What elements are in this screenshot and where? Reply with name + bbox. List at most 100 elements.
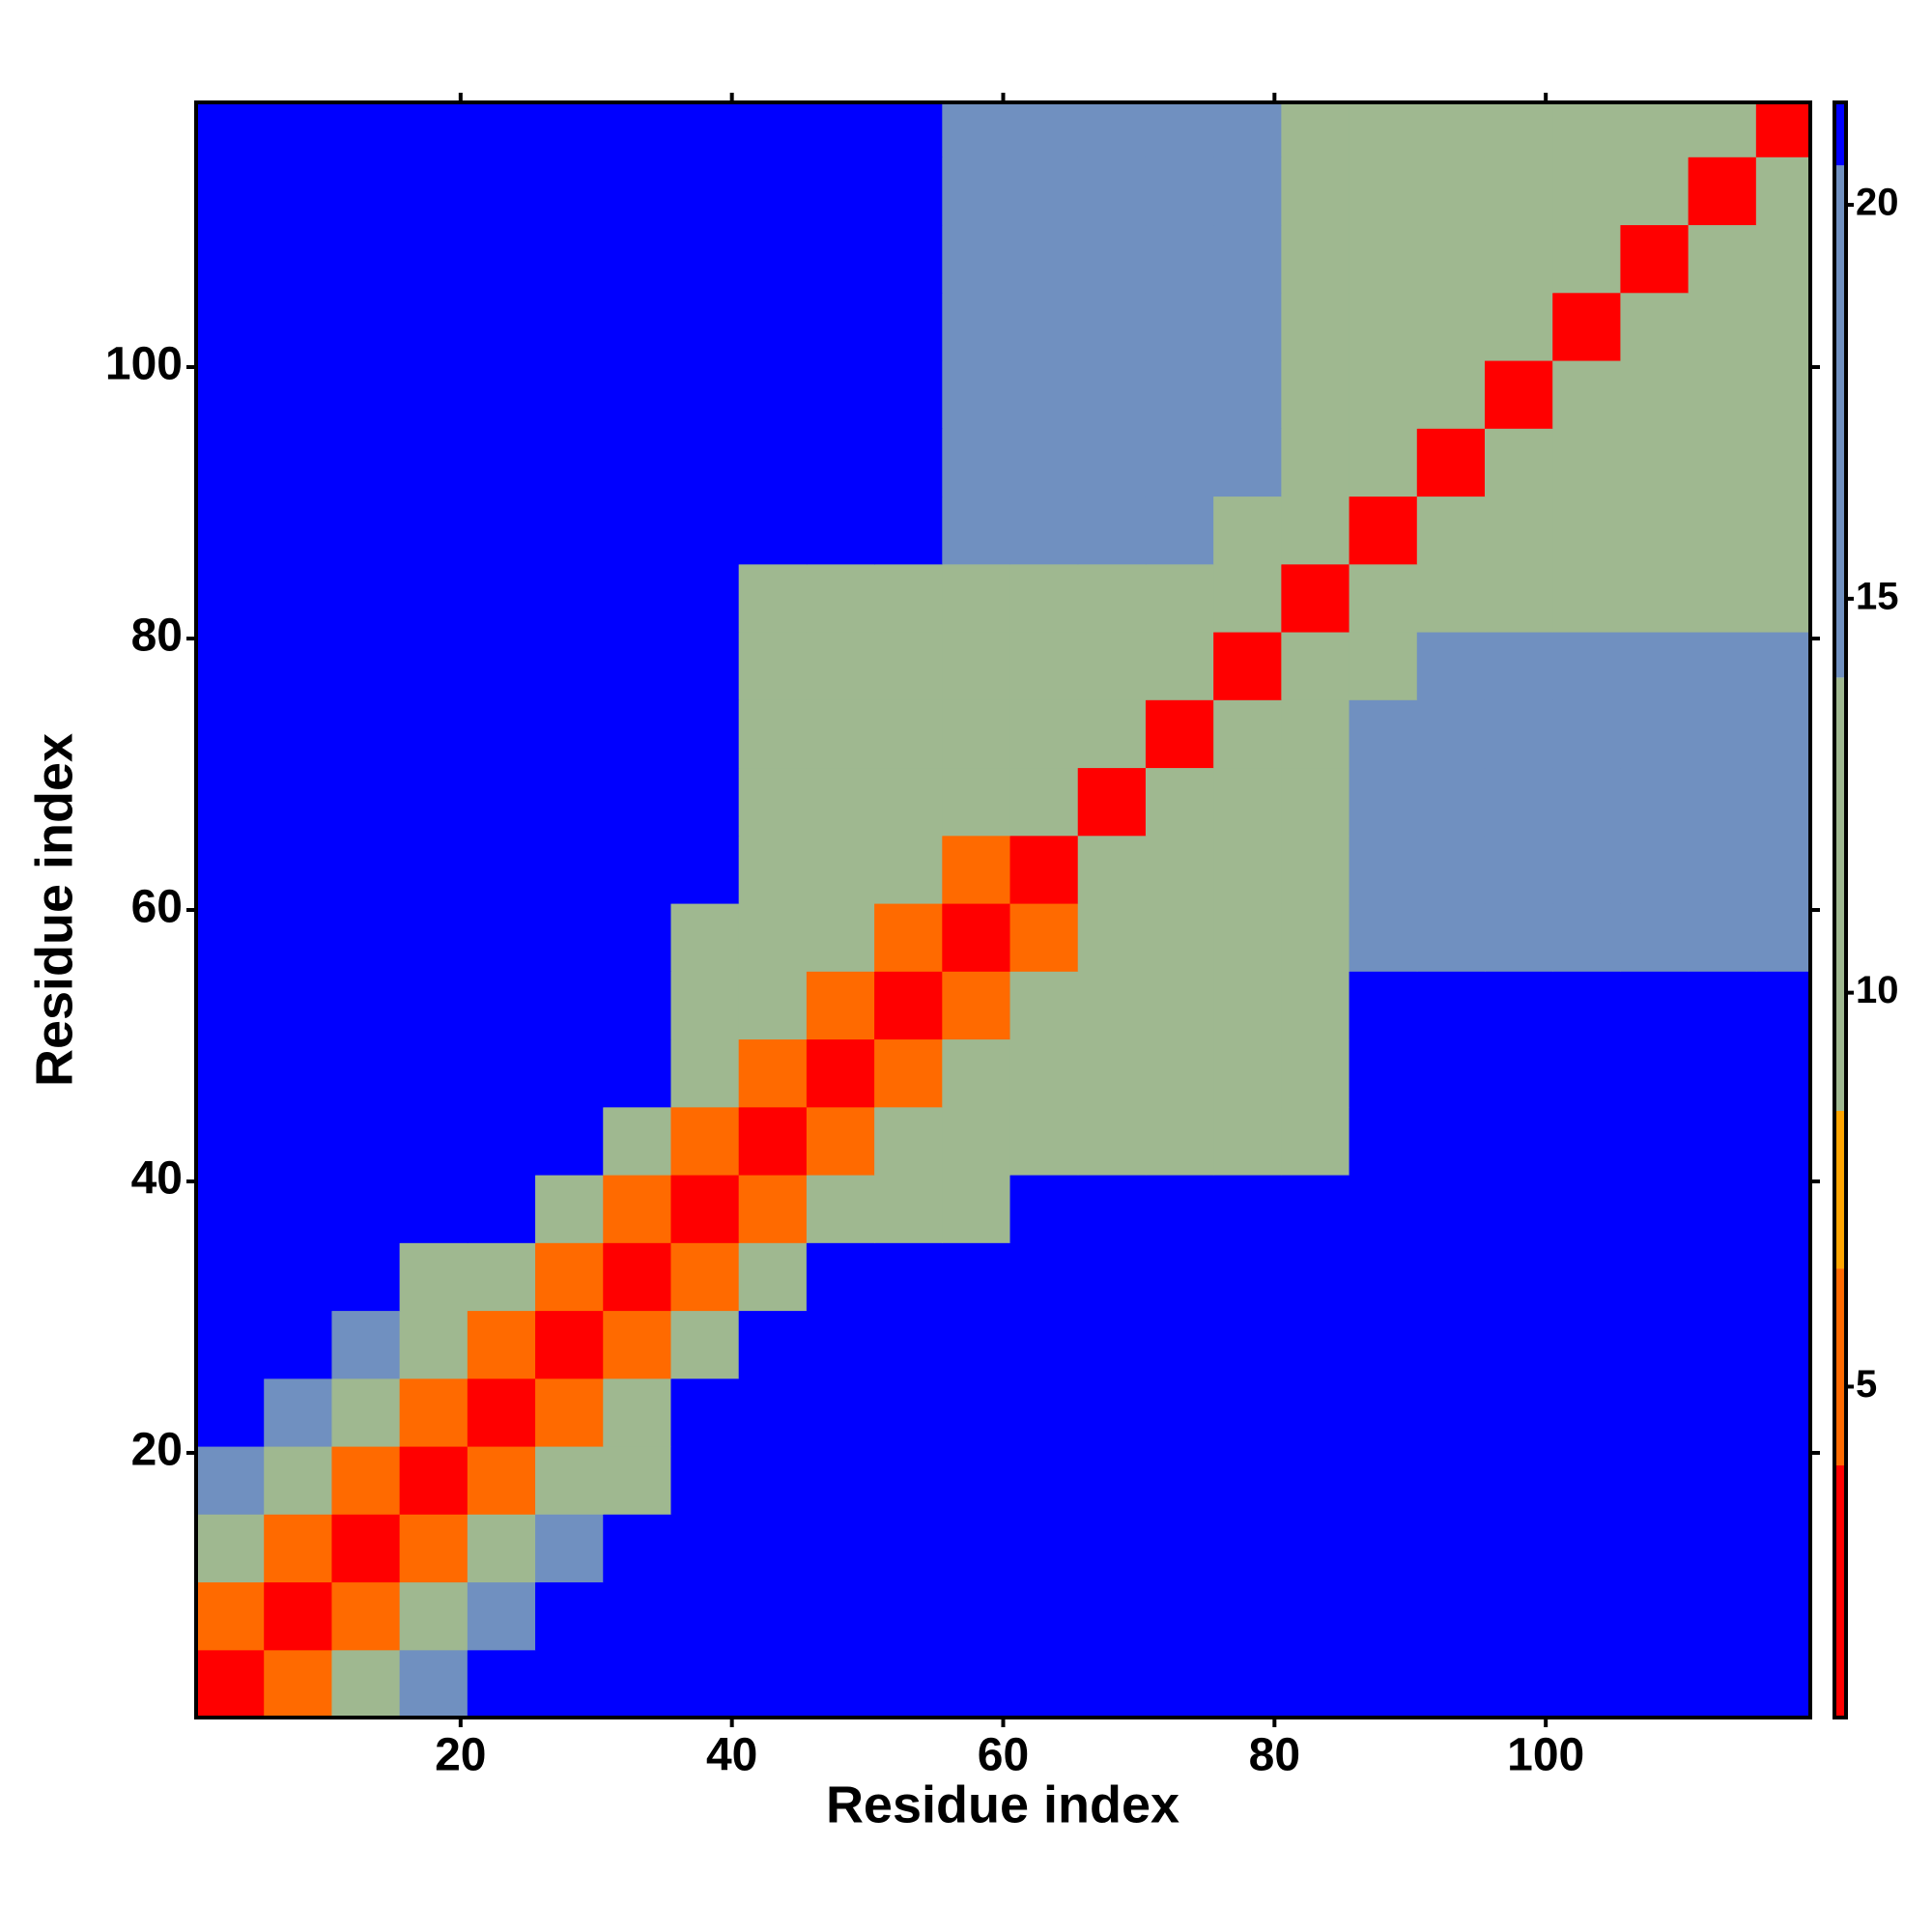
heatmap-cell xyxy=(1281,359,1350,429)
heatmap-cell xyxy=(1416,1310,1486,1379)
heatmap-cell xyxy=(603,767,672,837)
heatmap-cell xyxy=(1552,359,1622,429)
heatmap-cell xyxy=(399,359,469,429)
heatmap-cell xyxy=(196,292,265,361)
heatmap-cell xyxy=(806,428,875,497)
heatmap-cell xyxy=(738,767,808,837)
heatmap-cell xyxy=(1009,971,1079,1040)
heatmap-cell xyxy=(1688,971,1757,1040)
heatmap-cell xyxy=(738,156,808,226)
heatmap-cell xyxy=(1688,699,1757,769)
heatmap-cell xyxy=(942,1174,1011,1243)
heatmap-cell xyxy=(1620,1038,1690,1108)
heatmap-cell xyxy=(874,1649,943,1718)
heatmap-cell xyxy=(399,224,469,294)
heatmap-cell xyxy=(331,496,401,565)
heatmap-cell xyxy=(1349,1581,1418,1651)
heatmap-cell xyxy=(399,631,469,700)
heatmap-cell xyxy=(1281,292,1350,361)
heatmap-cell xyxy=(196,1106,265,1176)
heatmap-cell xyxy=(1484,1649,1553,1718)
heatmap-cell xyxy=(1755,1514,1810,1583)
heatmap-cell xyxy=(1213,1378,1282,1447)
heatmap-cell xyxy=(196,496,265,565)
heatmap-cell xyxy=(1213,428,1282,497)
heatmap-cell xyxy=(196,835,265,904)
heatmap-cell xyxy=(331,1242,401,1312)
heatmap-cell xyxy=(467,1106,536,1176)
heatmap-cell xyxy=(670,767,740,837)
heatmap-cell xyxy=(467,1038,536,1108)
heatmap-cell xyxy=(1281,1445,1350,1515)
heatmap-cell xyxy=(1213,102,1282,157)
heatmap-cell xyxy=(1484,699,1553,769)
heatmap-cell xyxy=(1484,835,1553,904)
heatmap-cell xyxy=(942,699,1011,769)
heatmap-cell xyxy=(1552,1038,1622,1108)
heatmap-cell xyxy=(1620,1581,1690,1651)
heatmap-cell xyxy=(1213,767,1282,837)
heatmap-cell xyxy=(1620,1242,1690,1312)
heatmap-cell xyxy=(1688,1310,1757,1379)
heatmap-cell xyxy=(1620,496,1690,565)
colorbar-frame xyxy=(1833,100,1848,1719)
heatmap-cell xyxy=(1349,496,1418,565)
heatmap-cell xyxy=(1077,1174,1147,1243)
heatmap-cell xyxy=(942,1038,1011,1108)
heatmap-cell xyxy=(806,1310,875,1379)
heatmap-cell xyxy=(806,1649,875,1718)
heatmap-cell xyxy=(1620,1310,1690,1379)
heatmap-cell xyxy=(1552,902,1622,972)
heatmap-cell xyxy=(331,1378,401,1447)
heatmap-cell xyxy=(1281,156,1350,226)
heatmap-cell xyxy=(399,1514,469,1583)
heatmap-cell xyxy=(264,224,333,294)
heatmap-cell xyxy=(1077,971,1147,1040)
heatmap-cell xyxy=(535,563,604,633)
heatmap-cell xyxy=(1484,1445,1553,1515)
heatmap-cell xyxy=(1145,1038,1214,1108)
heatmap-cell xyxy=(1484,359,1553,429)
heatmap-cell xyxy=(535,1242,604,1312)
heatmap-cell xyxy=(399,1106,469,1176)
heatmap-cell xyxy=(738,1378,808,1447)
heatmap-cell xyxy=(196,224,265,294)
heatmap-cell xyxy=(331,699,401,769)
heatmap-cell xyxy=(399,699,469,769)
heatmap-cell xyxy=(942,971,1011,1040)
heatmap-cell xyxy=(1620,1514,1690,1583)
heatmap-cell xyxy=(399,1378,469,1447)
heatmap-cell xyxy=(535,428,604,497)
heatmap-cell xyxy=(670,496,740,565)
heatmap-cell xyxy=(467,1242,536,1312)
colorbar-segment xyxy=(1834,1268,1846,1466)
heatmap-cell xyxy=(1552,496,1622,565)
heatmap-cell xyxy=(1145,1581,1214,1651)
heatmap-cell xyxy=(1281,1378,1350,1447)
heatmap-cell xyxy=(1620,835,1690,904)
heatmap-cell xyxy=(1484,563,1553,633)
heatmap-cell xyxy=(535,102,604,157)
colorbar-segment xyxy=(1834,165,1846,678)
heatmap-cell xyxy=(1755,359,1810,429)
heatmap-cell xyxy=(670,1581,740,1651)
heatmap-cell xyxy=(1213,1174,1282,1243)
heatmap-cell xyxy=(1552,1445,1622,1515)
heatmap-cell xyxy=(467,902,536,972)
heatmap-cell xyxy=(1484,1514,1553,1583)
heatmap-cell xyxy=(1620,971,1690,1040)
heatmap-cell xyxy=(738,699,808,769)
heatmap-cell xyxy=(738,224,808,294)
heatmap-cell xyxy=(874,971,943,1040)
heatmap-cell xyxy=(738,563,808,633)
heatmap-cell xyxy=(1009,563,1079,633)
heatmap-cell xyxy=(942,767,1011,837)
heatmap-cell xyxy=(331,1038,401,1108)
heatmap-cell xyxy=(1145,1514,1214,1583)
heatmap-cell xyxy=(1620,359,1690,429)
heatmap-cell xyxy=(399,156,469,226)
heatmap-cell xyxy=(331,1581,401,1651)
x-axis-title: Residue index xyxy=(826,1776,1179,1833)
heatmap-cell xyxy=(670,1038,740,1108)
heatmap-cell xyxy=(603,224,672,294)
